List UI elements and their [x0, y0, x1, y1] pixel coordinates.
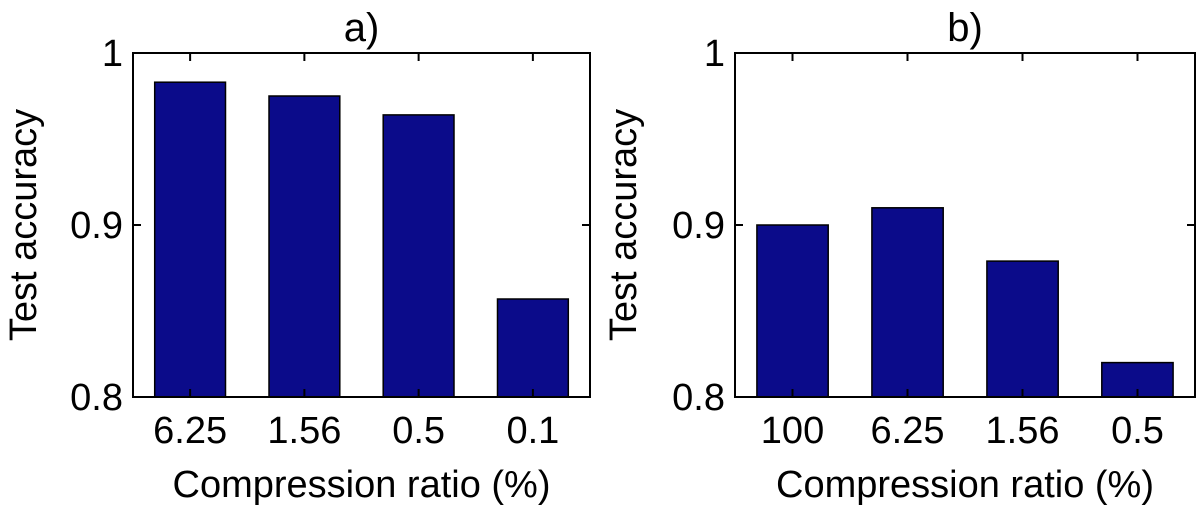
x-tick-label: 0.5: [1111, 410, 1164, 452]
panel-a: 0.8 0.9 1 6.25 1.56 0.5 0.1 a) Compression ratio…: [3, 6, 591, 506]
panel-title: a): [344, 6, 380, 50]
x-tick-label: 100: [761, 410, 824, 452]
y-axis-label: Test accuracy: [3, 109, 45, 341]
bar-0.5: [382, 114, 455, 398]
bar-1.56: [986, 260, 1059, 398]
bar-100: [756, 224, 829, 398]
y-tick-label: 1: [102, 33, 123, 75]
y-tick-label: 0.8: [70, 377, 123, 419]
x-axis-label: Compression ratio (%): [776, 464, 1154, 506]
x-tick-label: 0.1: [506, 410, 559, 452]
x-tick-label: 1.56: [267, 410, 341, 452]
panel-title: b): [947, 6, 983, 50]
bar-1.56: [268, 95, 341, 398]
y-axis-label: Test accuracy: [603, 109, 645, 341]
bar-6.25: [871, 207, 944, 398]
x-tick-label: 1.56: [986, 410, 1060, 452]
y-tick-label: 0.9: [70, 205, 123, 247]
bar-6.25: [153, 81, 227, 398]
x-tick-label: 0.5: [392, 410, 445, 452]
panel-b: 0.8 0.9 1 100 6.25 1.56 0.5 b) Compression ratio…: [603, 6, 1196, 506]
x-tick-label: 6.25: [153, 410, 227, 452]
y-tick-label: 0.9: [672, 205, 725, 247]
x-axis-label: Compression ratio (%): [173, 464, 551, 506]
y-tick-label: 0.8: [672, 377, 725, 419]
bar-0.1: [496, 298, 570, 398]
x-tick-label: 6.25: [871, 410, 945, 452]
y-tick-label: 1: [704, 33, 725, 75]
